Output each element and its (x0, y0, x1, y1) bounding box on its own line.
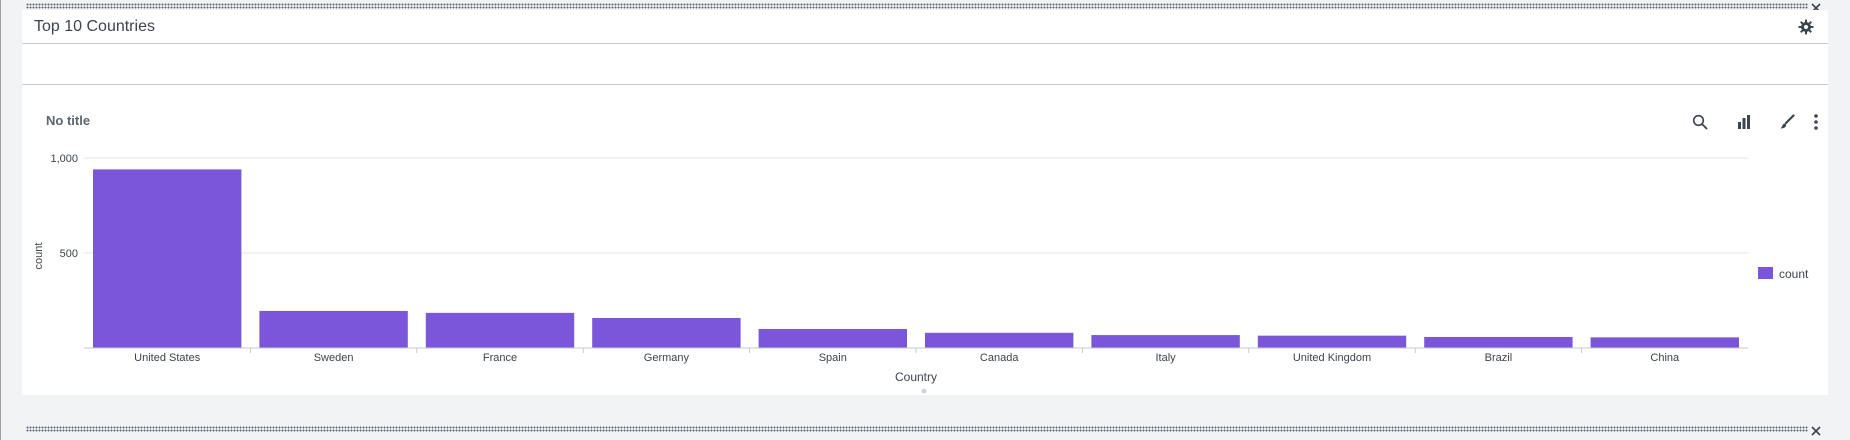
search-icon (1692, 114, 1708, 130)
window-left-border (0, 0, 1, 440)
panel-section-divider (22, 84, 1828, 85)
visualization-type-button[interactable] (1732, 110, 1756, 134)
visualization-toolbar (22, 110, 1828, 134)
panel-header: Top 10 Countries (22, 10, 1828, 44)
gear-icon (1798, 19, 1814, 35)
panel-drag-handle[interactable] (26, 3, 1808, 9)
more-options-button[interactable] (1804, 110, 1828, 134)
search-button[interactable] (1688, 110, 1712, 134)
bar-chart-icon (1738, 115, 1750, 129)
close-icon (1811, 426, 1821, 436)
next-panel-drag-handle[interactable] (26, 426, 1808, 432)
panel-settings-button[interactable] (1796, 17, 1816, 37)
visualization-title: No title (46, 113, 91, 128)
paintbrush-icon (1780, 114, 1795, 129)
panel-title: Top 10 Countries (34, 18, 155, 35)
dashboard-panel: Top 10 Countries (22, 10, 1828, 395)
close-next-panel-button[interactable] (1808, 423, 1824, 439)
format-button[interactable] (1775, 110, 1799, 134)
more-vertical-icon (1814, 114, 1818, 130)
